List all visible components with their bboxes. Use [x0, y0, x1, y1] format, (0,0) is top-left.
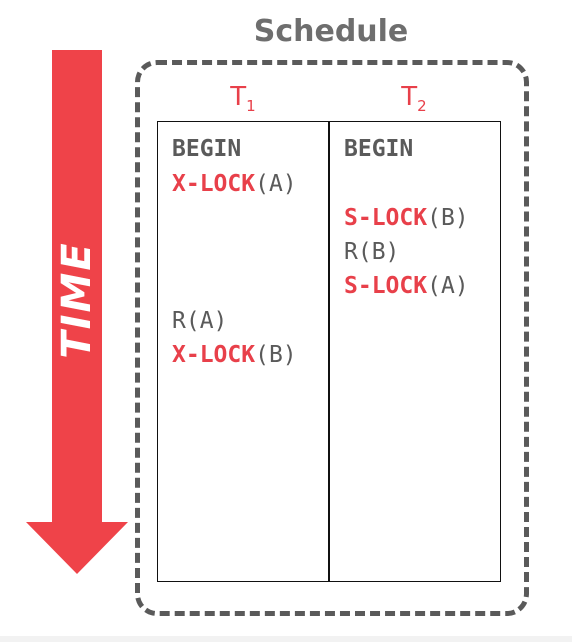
t2-slock-b-arg: (B)	[427, 205, 469, 231]
t1-read-a: R(A)	[172, 308, 228, 334]
t1-name: T	[230, 82, 247, 112]
t2-read-b: R(B)	[344, 239, 400, 265]
t2-subscript: 2	[417, 97, 427, 116]
t2-slock-a-name: S-LOCK	[344, 273, 428, 299]
t1-xlock-a-arg: (A)	[255, 171, 297, 197]
t2-name: T	[401, 82, 418, 112]
transaction-header-t1: T1	[193, 82, 293, 115]
t1-begin: BEGIN	[172, 136, 242, 162]
t2-slock-a-arg: (A)	[427, 273, 469, 299]
t2-slock-b-name: S-LOCK	[344, 205, 428, 231]
t1-xlock-b: X-LOCK(B)	[172, 342, 297, 368]
time-arrow-shape	[26, 50, 128, 574]
transaction-header-t2: T2	[364, 82, 464, 115]
column-divider	[328, 121, 330, 582]
schedule-dashed-box	[135, 60, 529, 616]
t2-slock-b: S-LOCK(B)	[344, 205, 469, 231]
t1-xlock-a-name: X-LOCK	[172, 171, 256, 197]
t1-xlock-b-arg: (B)	[255, 342, 297, 368]
t2-slock-a: S-LOCK(A)	[344, 273, 469, 299]
schedule-title: Schedule	[253, 14, 409, 49]
time-label: TIME	[54, 241, 100, 359]
t1-xlock-a: X-LOCK(A)	[172, 171, 297, 197]
t1-xlock-b-name: X-LOCK	[172, 342, 256, 368]
bottom-strip	[0, 636, 572, 642]
t2-begin: BEGIN	[344, 136, 414, 162]
t1-subscript: 1	[246, 97, 256, 116]
